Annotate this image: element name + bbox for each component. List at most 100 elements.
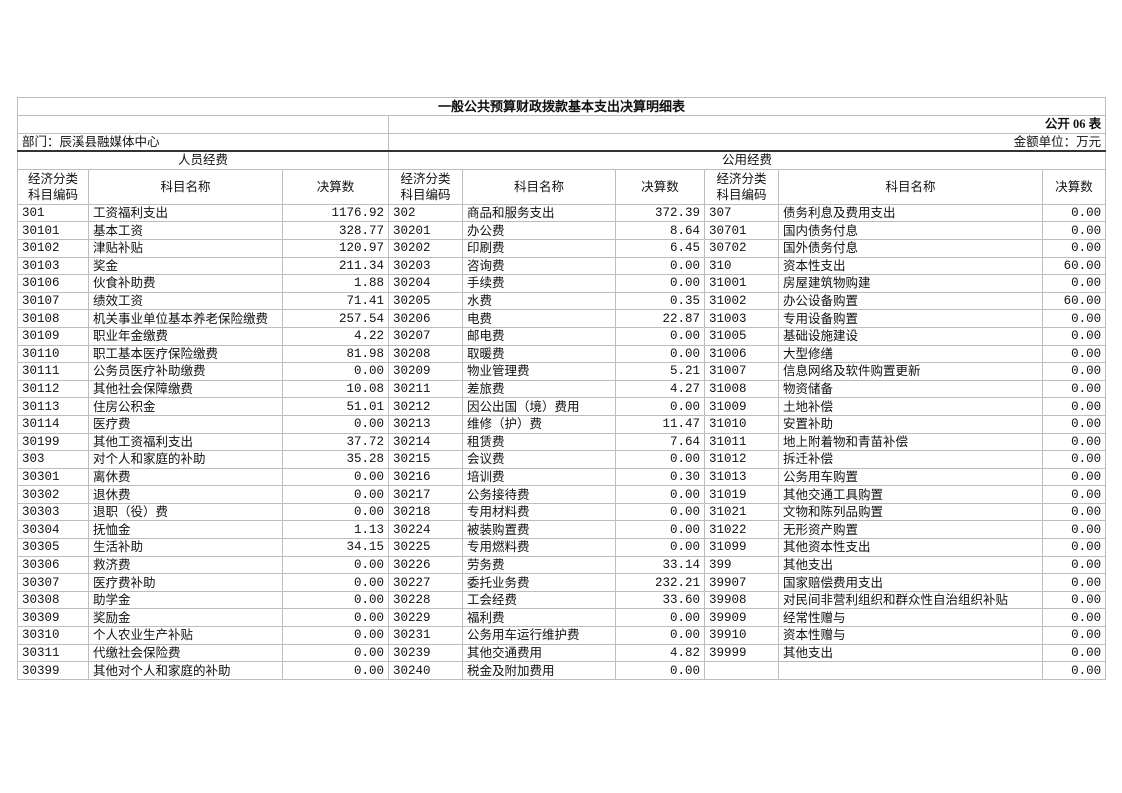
- cell-code: 31013: [704, 467, 779, 487]
- cell-name: 因公出国（境）费用: [462, 397, 616, 416]
- cell-name: 奖励金: [88, 608, 283, 628]
- cell-value: 0.00: [1041, 502, 1107, 522]
- cell-value: 22.87: [615, 309, 705, 328]
- cell-name: 其他交通工具购置: [778, 485, 1043, 504]
- cell-name: 房屋建筑物购建: [778, 274, 1043, 293]
- cell-name: 国家赔偿费用支出: [778, 573, 1043, 592]
- cell-value: 0.00: [282, 362, 389, 381]
- table-row: 30102 津贴补贴 120.97 30202 印刷费 6.45 30702 国外债务付息 0.…: [17, 238, 1107, 258]
- cell-value: 0.00: [1041, 661, 1107, 680]
- cell-value: 6.45: [615, 238, 705, 258]
- cell-code: 30229: [388, 608, 463, 628]
- cell-code: 31021: [704, 502, 779, 522]
- cell-name: 其他工资福利支出: [88, 432, 283, 452]
- table-row: 30109 职业年金缴费 4.22 30207 邮电费 0.00 31005 基础设施建设 0.…: [17, 326, 1107, 346]
- column-header-code: 经济分类科目编码: [388, 168, 463, 205]
- cell-value: 0.00: [615, 626, 705, 645]
- cell-value: 60.00: [1041, 291, 1107, 311]
- cell-code: 30110: [17, 344, 89, 364]
- cell-name: 经常性赠与: [778, 608, 1043, 628]
- cell-code: 31008: [704, 379, 779, 399]
- cell-code: 30206: [388, 309, 463, 328]
- cell-name: 国内债务付息: [778, 221, 1043, 240]
- cell-value: 0.00: [1041, 626, 1107, 645]
- cell-code: 30303: [17, 502, 89, 522]
- cell-name: 取暖费: [462, 344, 616, 364]
- cell-value: 0.00: [615, 397, 705, 416]
- cell-code: 30240: [388, 661, 463, 680]
- cell-name: 离休费: [88, 467, 283, 487]
- cell-code: 30215: [388, 450, 463, 469]
- cell-name: 对个人和家庭的补助: [88, 450, 283, 469]
- cell-name: 会议费: [462, 450, 616, 469]
- cell-name: 基本工资: [88, 221, 283, 240]
- column-header-name: 科目名称: [88, 168, 283, 205]
- department-label: 部门：辰溪县融媒体中心: [17, 132, 389, 153]
- cell-value: 71.41: [282, 291, 389, 311]
- cell-code: 30311: [17, 643, 89, 663]
- table-row: 30106 伙食补助费 1.88 30204 手续费 0.00 31001 房屋建筑物购建 0.…: [17, 274, 1107, 293]
- cell-code: 30307: [17, 573, 89, 592]
- cell-code: [704, 661, 779, 680]
- cell-name: 地上附着物和青苗补偿: [778, 432, 1043, 452]
- cell-code: 30208: [388, 344, 463, 364]
- cell-name: 税金及附加费用: [462, 661, 616, 680]
- cell-name: 奖金: [88, 256, 283, 276]
- cell-name: 办公费: [462, 221, 616, 240]
- unit-label: 金额单位：万元: [387, 132, 1107, 153]
- table-row: 30311 代缴社会保险费 0.00 30239 其他交通费用 4.82 39999 其他支出…: [17, 643, 1107, 663]
- cell-value: 257.54: [282, 309, 389, 328]
- cell-value: 0.00: [1041, 397, 1107, 416]
- cell-value: 0.00: [1041, 432, 1107, 452]
- cell-code: 30112: [17, 379, 89, 399]
- cell-name: 无形资产购置: [778, 520, 1043, 540]
- cell-name: 维修（护）费: [462, 414, 616, 434]
- cell-name: 债务利息及费用支出: [778, 203, 1043, 223]
- cell-name: 职工基本医疗保险缴费: [88, 344, 283, 364]
- cell-value: 0.00: [1041, 485, 1107, 504]
- cell-value: 0.00: [282, 414, 389, 434]
- cell-code: 30225: [388, 538, 463, 557]
- cell-name: 商品和服务支出: [462, 203, 616, 223]
- cell-name: 其他支出: [778, 555, 1043, 575]
- cell-code: 30227: [388, 573, 463, 592]
- cell-name: 工会经费: [462, 590, 616, 610]
- cell-code: 307: [704, 203, 779, 223]
- cell-value: 0.00: [615, 502, 705, 522]
- cell-code: 30213: [388, 414, 463, 434]
- cell-name: 救济费: [88, 555, 283, 575]
- cell-name: 电费: [462, 309, 616, 328]
- cell-name: 基础设施建设: [778, 326, 1043, 346]
- cell-value: 0.00: [615, 485, 705, 504]
- cell-value: 0.00: [1041, 414, 1107, 434]
- cell-code: 303: [17, 450, 89, 469]
- table-row: 30305 生活补助 34.15 30225 专用燃料费 0.00 31099 其他资本性支出…: [17, 538, 1107, 557]
- cell-code: 310: [704, 256, 779, 276]
- cell-name: 被装购置费: [462, 520, 616, 540]
- cell-value: 0.00: [615, 326, 705, 346]
- cell-value: 0.00: [1041, 573, 1107, 592]
- cell-name: 资本性赠与: [778, 626, 1043, 645]
- cell-value: 0.00: [615, 538, 705, 557]
- cell-name: 工资福利支出: [88, 203, 283, 223]
- cell-value: 10.08: [282, 379, 389, 399]
- cell-value: 0.00: [1041, 203, 1107, 223]
- table-row: 301 工资福利支出 1176.92 302 商品和服务支出 372.39 307 债务利息及…: [17, 203, 1107, 223]
- cell-value: 0.00: [1041, 555, 1107, 575]
- cell-code: 30209: [388, 362, 463, 381]
- cell-value: 0.00: [282, 485, 389, 504]
- cell-code: 301: [17, 203, 89, 223]
- cell-code: 30199: [17, 432, 89, 452]
- cell-code: 30305: [17, 538, 89, 557]
- cell-value: 0.35: [615, 291, 705, 311]
- cell-value: 0.00: [1041, 326, 1107, 346]
- cell-code: 30114: [17, 414, 89, 434]
- cell-code: 39907: [704, 573, 779, 592]
- cell-name: 国外债务付息: [778, 238, 1043, 258]
- cell-value: 0.00: [615, 661, 705, 680]
- cell-code: 31012: [704, 450, 779, 469]
- cell-code: 30231: [388, 626, 463, 645]
- cell-code: 31002: [704, 291, 779, 311]
- cell-code: 31010: [704, 414, 779, 434]
- cell-value: 0.00: [282, 502, 389, 522]
